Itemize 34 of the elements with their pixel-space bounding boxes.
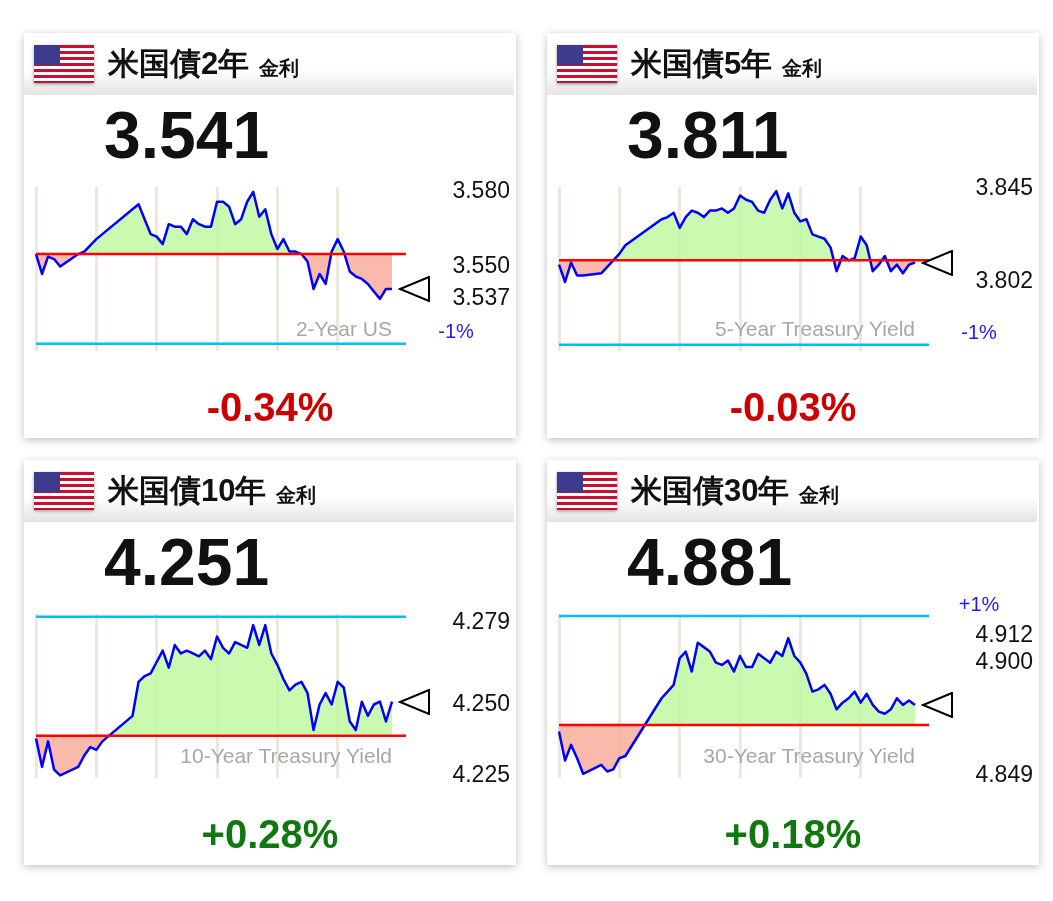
text: +1% (958, 592, 1000, 615)
chart-subtitle: 金利 (799, 482, 840, 508)
text: -1% (961, 321, 997, 344)
annotation: 10-Year Treasury Yield (180, 744, 392, 768)
text: 3.811 (627, 97, 789, 174)
annotation: 2-Year US (295, 317, 392, 341)
text: 4.881 (627, 524, 793, 601)
y-tick-label: 4.912 (975, 621, 1033, 648)
chart-title: 米国債10年 (108, 472, 267, 510)
annotation: 5-Year Treasury Yield (714, 317, 915, 341)
annotation: 30-Year Treasury Yield (703, 744, 915, 768)
chart-title: 米国債30年 (631, 472, 790, 510)
y-tick-label: 3.580 (452, 177, 510, 204)
chart-subtitle: 金利 (259, 55, 300, 81)
y-tick-label: 3.802 (975, 267, 1033, 294)
chart-subtitle: 金利 (276, 482, 317, 508)
y-tick-label: 4.279 (452, 607, 510, 634)
y-tick-label: 4.250 (452, 689, 510, 716)
text: +0.18% (723, 812, 863, 857)
y-tick-label: 3.845 (975, 174, 1033, 201)
text: +0.28% (200, 812, 340, 857)
chart-title: 米国債2年 (108, 45, 250, 83)
text: -0.03% (728, 385, 858, 430)
chart-subtitle: 金利 (782, 55, 823, 81)
text: 4.251 (104, 524, 270, 601)
y-tick-label: 4.900 (975, 648, 1033, 675)
y-tick-label: 4.849 (975, 761, 1033, 788)
text: -0.34% (205, 385, 335, 430)
text: 3.541 (104, 97, 270, 174)
y-tick-label: 3.550 (452, 251, 510, 278)
y-tick-label: 4.225 (452, 760, 510, 787)
chart-title: 米国債5年 (631, 45, 773, 83)
text: -1% (438, 320, 474, 343)
y-tick-label: 3.537 (452, 284, 510, 311)
